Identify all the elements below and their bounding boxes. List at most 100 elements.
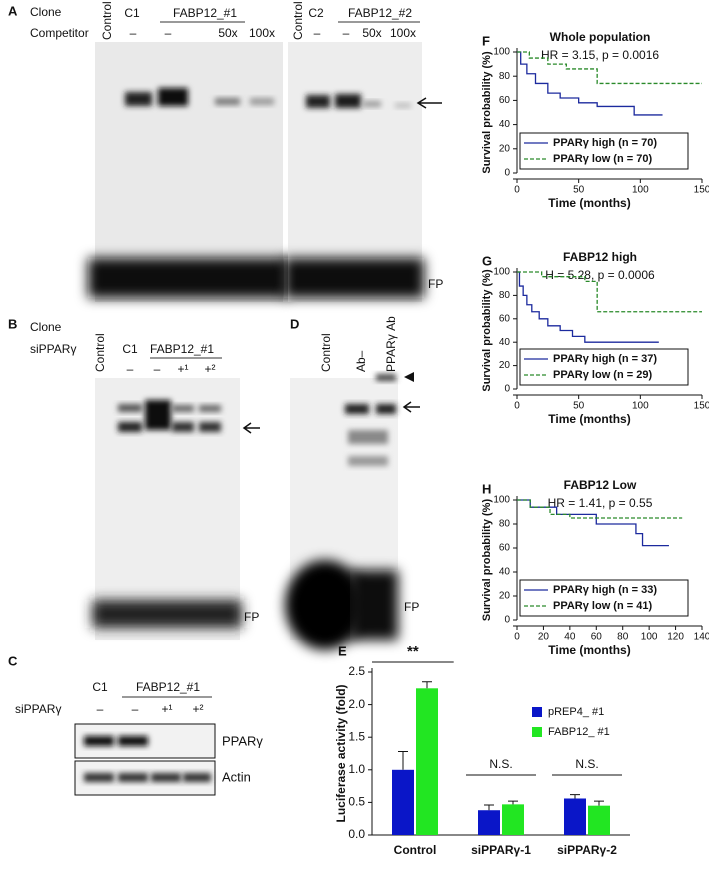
y-tick-label: 0.0 — [348, 827, 365, 841]
chart-title: Whole population — [550, 30, 651, 44]
lane-label: C1 — [122, 342, 138, 356]
row-label: siPPARγ — [30, 342, 76, 356]
panel-letter: A — [8, 3, 18, 18]
lane-label: Control — [93, 333, 107, 372]
lane-label: +² — [204, 362, 215, 376]
arrow — [416, 97, 442, 109]
survival-curve — [517, 51, 663, 116]
fp-label: FP — [428, 277, 443, 291]
y-axis-label: Survival probability (%) — [481, 499, 493, 622]
row-label: Competitor — [30, 26, 89, 40]
y-tick-label: 80 — [499, 290, 511, 301]
legend-label: PPARγ low (n = 41) — [553, 600, 652, 612]
panel-letter: D — [290, 316, 299, 331]
y-tick-label: 80 — [499, 71, 511, 82]
legend-label: PPARγ low (n = 29) — [553, 369, 652, 381]
fp-label: FP — [404, 600, 419, 614]
y-tick-label: 1.0 — [348, 762, 365, 776]
bar — [478, 810, 500, 835]
legend-swatch — [532, 707, 542, 717]
y-tick-label: 100 — [493, 267, 510, 278]
lane-label: PPARγ Ab — [384, 316, 398, 372]
lane-label: – — [343, 26, 350, 40]
lane-label: +² — [192, 702, 203, 716]
chart-title: FABP12 high — [563, 250, 637, 264]
x-tick-label: 50 — [573, 185, 585, 196]
lane-label: C2 — [308, 6, 324, 20]
lane-label: Ab– — [354, 350, 368, 372]
y-tick-label: 100 — [493, 47, 510, 58]
chart-subtitle: HR = 3.15, p = 0.0016 — [541, 48, 659, 62]
lane-label: – — [127, 362, 134, 376]
legend-label: PPARγ high (n = 33) — [553, 584, 657, 596]
panel-letter: F — [482, 33, 490, 48]
row-label: Clone — [30, 320, 62, 334]
lane-label: C1 — [124, 6, 140, 20]
annotation: ** — [407, 643, 419, 660]
survival-curve — [517, 271, 659, 343]
lane-label: FABP12_#1 — [136, 680, 200, 694]
x-axis-label: Time (months) — [548, 412, 630, 426]
lane-label: +¹ — [177, 362, 188, 376]
lane-label: – — [165, 26, 172, 40]
gel — [88, 42, 424, 302]
lane-label: – — [132, 702, 139, 716]
x-tick-label: siPPARγ-1 — [471, 843, 531, 857]
lane-label: Control — [291, 1, 305, 40]
y-tick-label: 60 — [499, 543, 511, 554]
legend-label: pREP4_ #1 — [548, 706, 604, 718]
y-tick-label: 80 — [499, 519, 511, 530]
bar — [392, 769, 414, 835]
y-tick-label: 1.5 — [348, 729, 365, 743]
lane-label: FABP12_#1 — [173, 6, 237, 20]
legend-box — [519, 579, 689, 617]
x-tick-label: 50 — [573, 401, 585, 412]
legend-label: PPARγ high (n = 37) — [553, 353, 657, 365]
x-tick-label: 60 — [591, 632, 603, 643]
annotation: N.S. — [489, 757, 512, 771]
y-axis-label: Luciferase activity (fold) — [334, 684, 348, 822]
survival-curve — [517, 51, 702, 85]
lane-label: – — [130, 26, 137, 40]
lane-label: 50x — [362, 26, 381, 40]
y-tick-label: 60 — [499, 313, 511, 324]
x-tick-label: 100 — [632, 185, 649, 196]
blot-label: Actin — [222, 769, 251, 784]
legend-swatch — [532, 727, 542, 737]
blot-label: PPARγ — [222, 733, 263, 748]
chart-subtitle: H = 5.28, p = 0.0006 — [545, 268, 655, 282]
x-tick-label: 20 — [538, 632, 550, 643]
lane-label: – — [154, 362, 161, 376]
row-label: siPPARγ — [15, 702, 61, 716]
bar — [502, 804, 524, 835]
gel — [285, 374, 398, 650]
x-tick-label: 120 — [667, 632, 684, 643]
y-tick-label: 40 — [499, 337, 511, 348]
error-bar — [398, 751, 408, 770]
y-axis-label: Survival probability (%) — [481, 51, 493, 174]
bar — [416, 688, 438, 835]
y-tick-label: 0 — [504, 168, 510, 179]
survival-curve — [517, 499, 683, 519]
blot — [74, 723, 216, 796]
y-tick-label: 40 — [499, 567, 511, 578]
y-tick-label: 0.5 — [348, 795, 365, 809]
lane-label: – — [97, 702, 104, 716]
x-axis-label: Time (months) — [548, 643, 630, 657]
fp-label: FP — [244, 610, 259, 624]
x-axis-label: Time (months) — [548, 196, 630, 210]
lane-label: 100x — [390, 26, 416, 40]
panel-letter: H — [482, 481, 491, 496]
x-tick-label: 100 — [632, 401, 649, 412]
legend-box — [519, 348, 689, 386]
x-tick-label: siPPARγ-2 — [557, 843, 617, 857]
y-tick-label: 100 — [493, 495, 510, 506]
survival-curve — [517, 271, 702, 313]
error-bar — [594, 800, 604, 806]
lane-label: C1 — [92, 680, 108, 694]
arrow — [402, 401, 420, 413]
x-tick-label: 0 — [514, 185, 520, 196]
bar — [588, 805, 610, 835]
lane-label: – — [314, 26, 321, 40]
